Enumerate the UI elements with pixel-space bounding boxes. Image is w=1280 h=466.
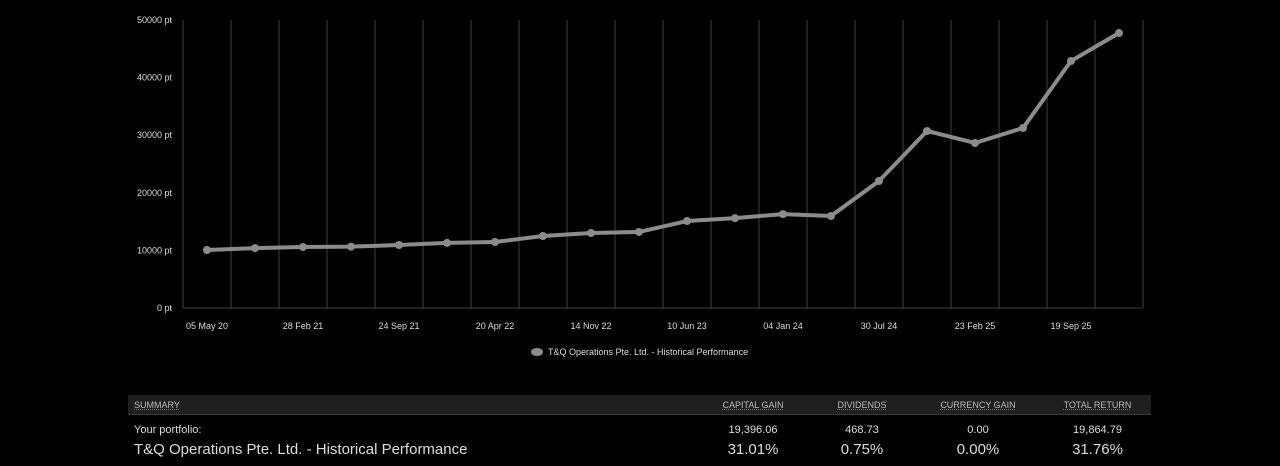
legend-label: T&Q Operations Pte. Ltd. - Historical Pe…	[548, 347, 748, 357]
data-point	[1019, 124, 1027, 132]
x-tick-label: 23 Feb 25	[955, 321, 996, 331]
y-tick-label: 20000 pt	[137, 188, 173, 198]
x-tick-label: 28 Feb 21	[283, 321, 324, 331]
data-point	[635, 227, 643, 236]
data-point	[779, 210, 787, 219]
y-tick-label: 10000 pt	[137, 245, 173, 255]
summary-table: SUMMARY CAPITAL GAIN DIVIDENDS CURRENCY …	[128, 395, 1151, 458]
legend-marker-icon	[531, 348, 543, 356]
data-point	[251, 244, 259, 253]
performance-chart: 0 pt 10000 pt 20000 pt 30000 pt 40000 pt 5000…	[137, 15, 1144, 357]
y-tick-label: 50000 pt	[137, 15, 173, 25]
data-point	[1115, 29, 1123, 38]
data-point	[299, 243, 307, 252]
summary-row-amounts: Your portfolio: 19,396.06 468.73 0.00 19…	[128, 423, 1151, 436]
summary-header: SUMMARY CAPITAL GAIN DIVIDENDS CURRENCY …	[128, 395, 1151, 415]
data-point	[731, 214, 739, 223]
dividends-value: 468.73	[845, 423, 879, 436]
x-tick-label: 04 Jan 24	[763, 321, 803, 331]
data-point	[443, 238, 451, 247]
data-point	[347, 242, 355, 251]
header-summary: SUMMARY	[134, 399, 180, 410]
header-dividends: DIVIDENDS	[837, 399, 887, 410]
x-tick-label: 14 Nov 22	[570, 321, 611, 331]
y-tick-label: 0 pt	[157, 303, 173, 313]
data-point	[827, 212, 835, 221]
data-point	[1067, 57, 1075, 66]
data-point	[395, 240, 403, 249]
header-currency-gain: CURRENCY GAIN	[940, 399, 1016, 410]
series-line	[206, 31, 1121, 252]
x-tick-label: 19 Sep 25	[1050, 321, 1091, 331]
data-point	[923, 126, 931, 135]
x-tick-label: 10 Jun 23	[667, 321, 707, 331]
capital-gain-value: 19,396.06	[728, 423, 778, 436]
dividends-percent: 0.75%	[840, 440, 884, 458]
y-tick-label: 30000 pt	[137, 130, 173, 140]
x-tick-label: 24 Sep 21	[378, 321, 419, 331]
summary-row-percent: T&Q Operations Pte. Ltd. - Historical Pe…	[128, 440, 1151, 458]
data-point	[539, 232, 547, 240]
data-point	[203, 245, 211, 254]
x-tick-label: 30 Jul 24	[861, 321, 898, 331]
data-point	[491, 237, 499, 246]
header-capital-gain: CAPITAL GAIN	[722, 399, 784, 410]
x-tick-label: 05 May 20	[186, 321, 228, 331]
row-label: T&Q Operations Pte. Ltd. - Historical Pe…	[134, 440, 468, 458]
x-tick-label: 20 Apr 22	[476, 321, 515, 331]
header-total-return: TOTAL RETURN	[1063, 399, 1132, 410]
currency-gain-percent: 0.00%	[956, 440, 1000, 458]
capital-gain-percent: 31.01%	[727, 440, 779, 458]
data-point	[971, 138, 979, 147]
y-tick-label: 40000 pt	[137, 73, 173, 83]
total-return-value: 19,864.79	[1073, 423, 1122, 436]
row-label: Your portfolio:	[134, 423, 202, 436]
data-point	[683, 217, 691, 226]
data-point	[587, 229, 595, 238]
data-point	[875, 176, 883, 185]
currency-gain-value: 0.00	[967, 423, 989, 436]
total-return-percent: 31.76%	[1072, 440, 1123, 458]
